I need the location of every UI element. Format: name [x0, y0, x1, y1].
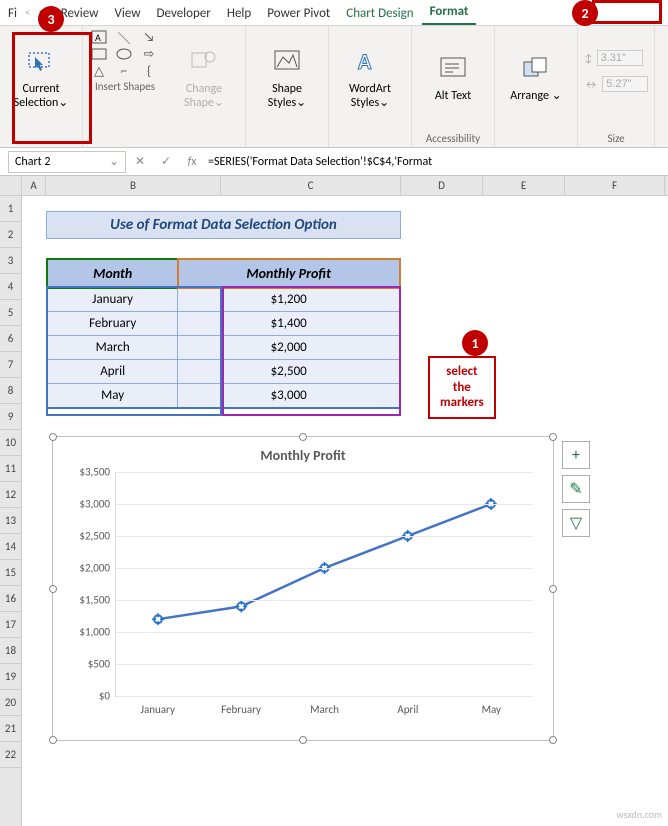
svg-text:A: A: [95, 31, 101, 44]
group-selection: Current Selection⌄: [0, 26, 83, 147]
cell-profit: $1,400: [178, 312, 400, 336]
wordart-styles-button[interactable]: A WordArt Styles⌄: [335, 30, 405, 125]
shape-block-arrow-icon[interactable]: ⇨: [139, 47, 159, 61]
shape-styles-icon: [271, 45, 303, 77]
chart-styles-button[interactable]: ✎: [562, 475, 590, 503]
shape-styles-button[interactable]: Shape Styles⌄: [252, 30, 322, 125]
chart-object[interactable]: Monthly Profit $3,500$3,000$2,500$2,000$…: [52, 436, 554, 741]
shape-gallery[interactable]: A ＼ ↘ ⇨ △ ⌐ {: [89, 30, 161, 78]
filter-icon: ▽: [570, 513, 582, 533]
formula-text[interactable]: =SERIES('Format Data Selection'!$C$4,'Fo…: [208, 155, 432, 169]
shape-brace-icon[interactable]: {: [139, 64, 159, 78]
chart-title[interactable]: Monthly Profit: [53, 437, 553, 468]
shape-line-icon[interactable]: ＼: [114, 30, 134, 44]
cell-month: April: [47, 360, 178, 384]
header-profit: Monthly Profit: [178, 259, 400, 288]
chart-elements-button[interactable]: +: [562, 441, 590, 469]
callout-3: 3: [38, 6, 64, 32]
alt-text-button[interactable]: Alt Text: [418, 30, 488, 125]
data-table: Month Monthly Profit January$1,200Februa…: [46, 258, 401, 409]
callout-select-markers: select the markers: [428, 356, 496, 419]
tab-developer[interactable]: Developer: [149, 2, 219, 25]
cell-month: February: [47, 312, 178, 336]
cancel-icon[interactable]: ✕: [130, 154, 150, 169]
ribbon-content: Current Selection⌄ A ＼ ↘ ⇨ △ ⌐ { Insert …: [0, 26, 668, 148]
shape-arrow-icon[interactable]: ↘: [139, 30, 159, 44]
sheet-title-cell: Use of Format Data Selection Option: [46, 211, 401, 239]
callout-1: 1: [462, 330, 488, 356]
cell-profit: $2,500: [178, 360, 400, 384]
shape-rect-icon[interactable]: [89, 47, 109, 61]
group-shapes: A ＼ ↘ ⇨ △ ⌐ { Insert Shapes Change Shape…: [83, 26, 246, 147]
group-shape-styles: Shape Styles⌄: [246, 26, 329, 147]
shape-textbox-icon[interactable]: A: [89, 30, 109, 44]
formula-bar: Chart 2⌄ ✕ ✓ fx =SERIES('Format Data Sel…: [0, 148, 668, 176]
height-icon: ↕: [584, 52, 593, 65]
cell-profit: $2,000: [178, 336, 400, 360]
cell-profit: $1,200: [178, 288, 400, 312]
row-headers[interactable]: 12345678910111213141516171819202122: [0, 196, 22, 826]
selection-icon: [25, 45, 57, 77]
shape-oval-icon[interactable]: [114, 47, 134, 61]
chart-plot-area[interactable]: $3,500$3,000$2,500$2,000$1,500$1,000$500…: [115, 472, 533, 697]
group-size: ↕ ↔ Size: [578, 26, 655, 147]
watermark: wsxdn.com: [617, 808, 662, 821]
chart-side-buttons: + ✎ ▽: [562, 441, 590, 537]
change-shape-icon: [188, 45, 220, 77]
arrange-button[interactable]: Arrange ⌄: [501, 30, 571, 125]
change-shape-button: Change Shape⌄: [169, 30, 239, 125]
tab-format[interactable]: Format: [422, 0, 477, 25]
group-shapes-label: Insert Shapes: [95, 78, 155, 93]
plus-icon: +: [572, 446, 580, 465]
alt-text-icon: [437, 52, 469, 84]
shape-angle-icon[interactable]: ⌐: [114, 64, 134, 78]
fx-icon[interactable]: fx: [182, 155, 202, 169]
group-accessibility: Alt Text Accessibility: [412, 26, 495, 147]
group-wordart: A WordArt Styles⌄: [329, 26, 412, 147]
callout-2: 2: [572, 0, 598, 26]
shape-triangle-icon[interactable]: △: [89, 64, 109, 78]
cell-month: May: [47, 384, 178, 409]
width-icon: ↔: [584, 78, 598, 91]
chart-series[interactable]: [116, 472, 533, 696]
tab-chartdesign[interactable]: Chart Design: [338, 2, 421, 25]
tab-file[interactable]: Fi: [0, 2, 25, 25]
current-selection-label: Current Selection⌄: [6, 83, 76, 111]
height-input[interactable]: ↕: [584, 50, 648, 66]
header-month: Month: [47, 259, 178, 288]
width-input[interactable]: ↔: [584, 76, 648, 92]
size-label: Size: [608, 130, 625, 145]
cell-month: March: [47, 336, 178, 360]
brush-icon: ✎: [569, 479, 582, 499]
enter-icon[interactable]: ✓: [156, 154, 176, 169]
svg-text:A: A: [358, 49, 372, 73]
current-selection-button[interactable]: Current Selection⌄: [6, 30, 76, 125]
chart-filter-button[interactable]: ▽: [562, 509, 590, 537]
group-arrange: Arrange ⌄: [495, 26, 578, 147]
column-headers[interactable]: ABCDEF: [0, 176, 668, 196]
cell-profit: $3,000: [178, 384, 400, 409]
tab-view[interactable]: View: [106, 2, 148, 25]
ribbon-tabs: Fi < a Review View Developer Help Power …: [0, 0, 668, 26]
tab-powerpivot[interactable]: Power Pivot: [259, 2, 338, 25]
name-box[interactable]: Chart 2⌄: [8, 151, 126, 173]
wordart-icon: A: [354, 45, 386, 77]
tab-help[interactable]: Help: [219, 2, 259, 25]
accessibility-label: Accessibility: [426, 130, 480, 145]
arrange-icon: [520, 52, 552, 84]
cell-month: January: [47, 288, 178, 312]
